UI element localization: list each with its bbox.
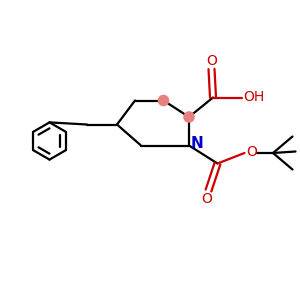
Circle shape [158, 95, 169, 106]
Circle shape [184, 112, 194, 122]
Text: N: N [191, 136, 204, 152]
Text: O: O [202, 192, 212, 206]
Text: OH: OH [244, 90, 265, 104]
Text: O: O [247, 145, 257, 158]
Text: O: O [206, 54, 217, 68]
